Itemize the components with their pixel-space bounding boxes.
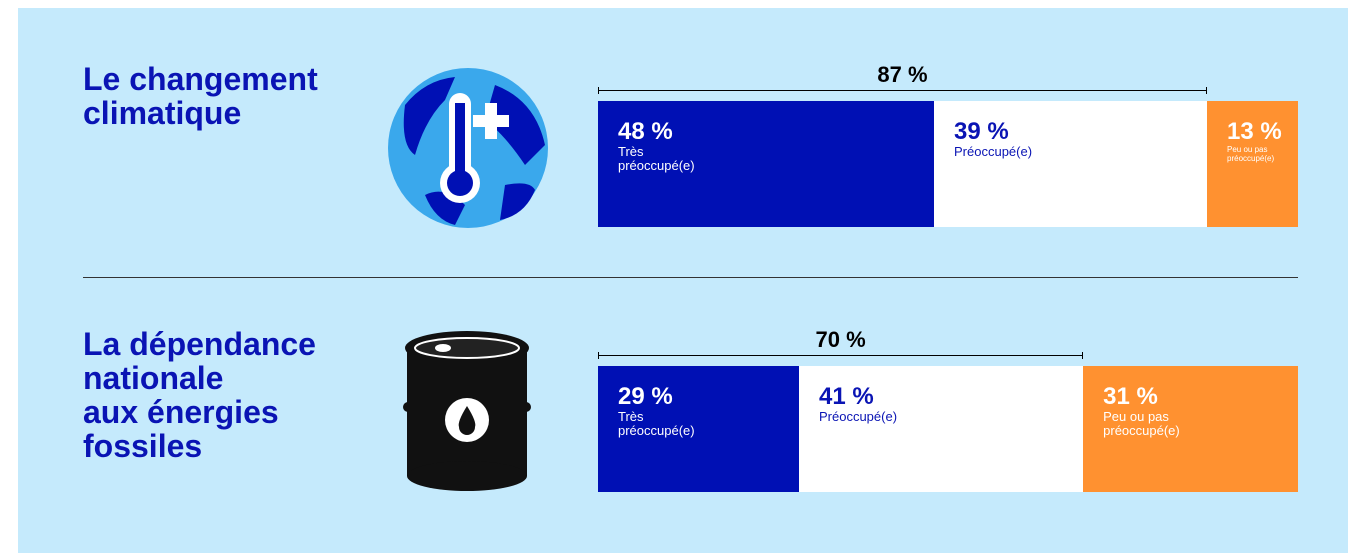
bar-segment: 31 % Peu ou pas préoccupé(e) <box>1083 366 1298 492</box>
bar-segment: 13 % Peu ou pas préoccupé(e) <box>1207 101 1298 227</box>
legend-label: Préoccupé(e) <box>954 144 1033 159</box>
legend-label: Peu ou pas préoccupé(e) <box>1103 409 1180 438</box>
value-label: 13 % <box>1227 118 1282 145</box>
legend-label: Très préoccupé(e) <box>618 409 695 438</box>
legend-label: Très préoccupé(e) <box>618 144 695 173</box>
bar-segment: 29 % Très préoccupé(e) <box>598 366 799 492</box>
chart-title: Le changement <box>83 61 318 97</box>
chart-title: La dépendance <box>83 326 316 362</box>
total-label: 70 % <box>815 327 866 352</box>
value-label: 29 % <box>618 383 673 410</box>
total-label: 87 % <box>877 62 928 87</box>
chart-title: fossiles <box>83 428 203 464</box>
bracket-end <box>598 352 599 359</box>
bracket-end <box>1206 87 1207 94</box>
value-label: 31 % <box>1103 383 1158 410</box>
chart-title: nationale <box>83 360 224 396</box>
bracket-end <box>598 87 599 94</box>
barrel-icon <box>403 331 531 491</box>
globe-icon <box>388 68 548 228</box>
bar-segment: 41 % Préoccupé(e) <box>798 366 1084 492</box>
bar-segment: 39 % Préoccupé(e) <box>934 101 1207 227</box>
total-bracket <box>598 355 1084 356</box>
bar-segment: 48 % Très préoccupé(e) <box>598 101 934 227</box>
divider <box>83 277 1298 278</box>
legend-label: Peu ou pas préoccupé(e) <box>1227 145 1275 163</box>
value-label: 41 % <box>818 383 874 410</box>
legend-label: Préoccupé(e) <box>818 409 898 424</box>
bracket-end <box>1082 352 1084 359</box>
value-label: 39 % <box>954 118 1009 145</box>
chart-title: aux énergies <box>83 394 279 430</box>
total-bracket <box>598 90 1207 91</box>
value-label: 48 % <box>618 118 673 145</box>
chart-title: climatique <box>83 95 242 131</box>
